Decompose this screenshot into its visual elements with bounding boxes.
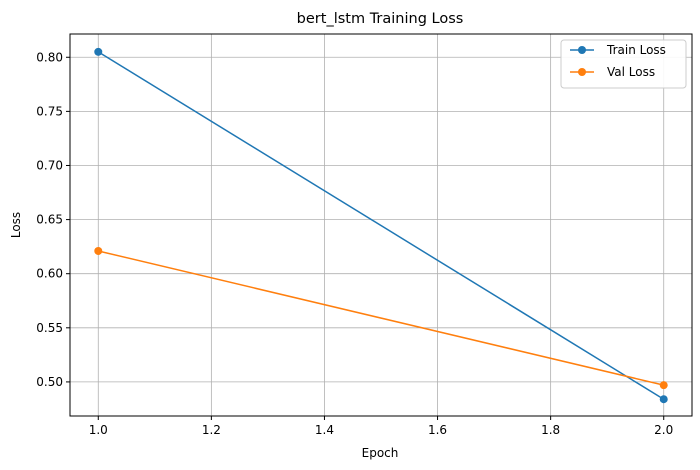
chart-title: bert_lstm Training Loss — [297, 11, 464, 27]
x-axis-label: Epoch — [362, 446, 399, 460]
x-tick-label: 1.4 — [315, 423, 334, 437]
x-tick-label: 1.8 — [541, 423, 560, 437]
series-layer — [94, 47, 668, 404]
legend-box — [560, 39, 687, 89]
y-tick-label: 0.65 — [36, 213, 63, 227]
x-tick-label: 1.0 — [89, 423, 108, 437]
y-tick-label: 0.55 — [36, 321, 63, 335]
legend-label-train-loss: Train Loss — [606, 43, 666, 57]
y-axis-label: Loss — [9, 212, 23, 238]
legend-marker-train-loss — [578, 46, 586, 54]
legend: Train Loss Val Loss — [560, 39, 687, 89]
data-point-train-loss — [659, 395, 668, 404]
y-tick-label: 0.75 — [36, 104, 63, 118]
plot-area — [69, 33, 693, 417]
y-tick-label: 0.80 — [36, 50, 63, 64]
grid-lines — [70, 34, 692, 416]
data-point-val-loss — [94, 246, 103, 255]
y-axis-ticks: 0.50 0.55 0.60 0.65 0.70 0.75 0.80 — [36, 50, 70, 389]
legend-label-val-loss: Val Loss — [607, 65, 655, 79]
legend-marker-val-loss — [578, 68, 586, 76]
x-axis-ticks: 1.0 1.2 1.4 1.6 1.8 2.0 — [89, 416, 673, 437]
x-tick-label: 1.2 — [202, 423, 221, 437]
x-tick-label: 2.0 — [654, 423, 673, 437]
data-point-val-loss — [659, 381, 668, 390]
data-point-train-loss — [94, 47, 103, 56]
y-tick-label: 0.60 — [36, 267, 63, 281]
series-line-val-loss — [98, 250, 664, 386]
y-tick-label: 0.70 — [36, 158, 63, 172]
x-tick-label: 1.6 — [428, 423, 447, 437]
y-tick-label: 0.50 — [36, 375, 63, 389]
series-line-train-loss — [97, 51, 665, 400]
